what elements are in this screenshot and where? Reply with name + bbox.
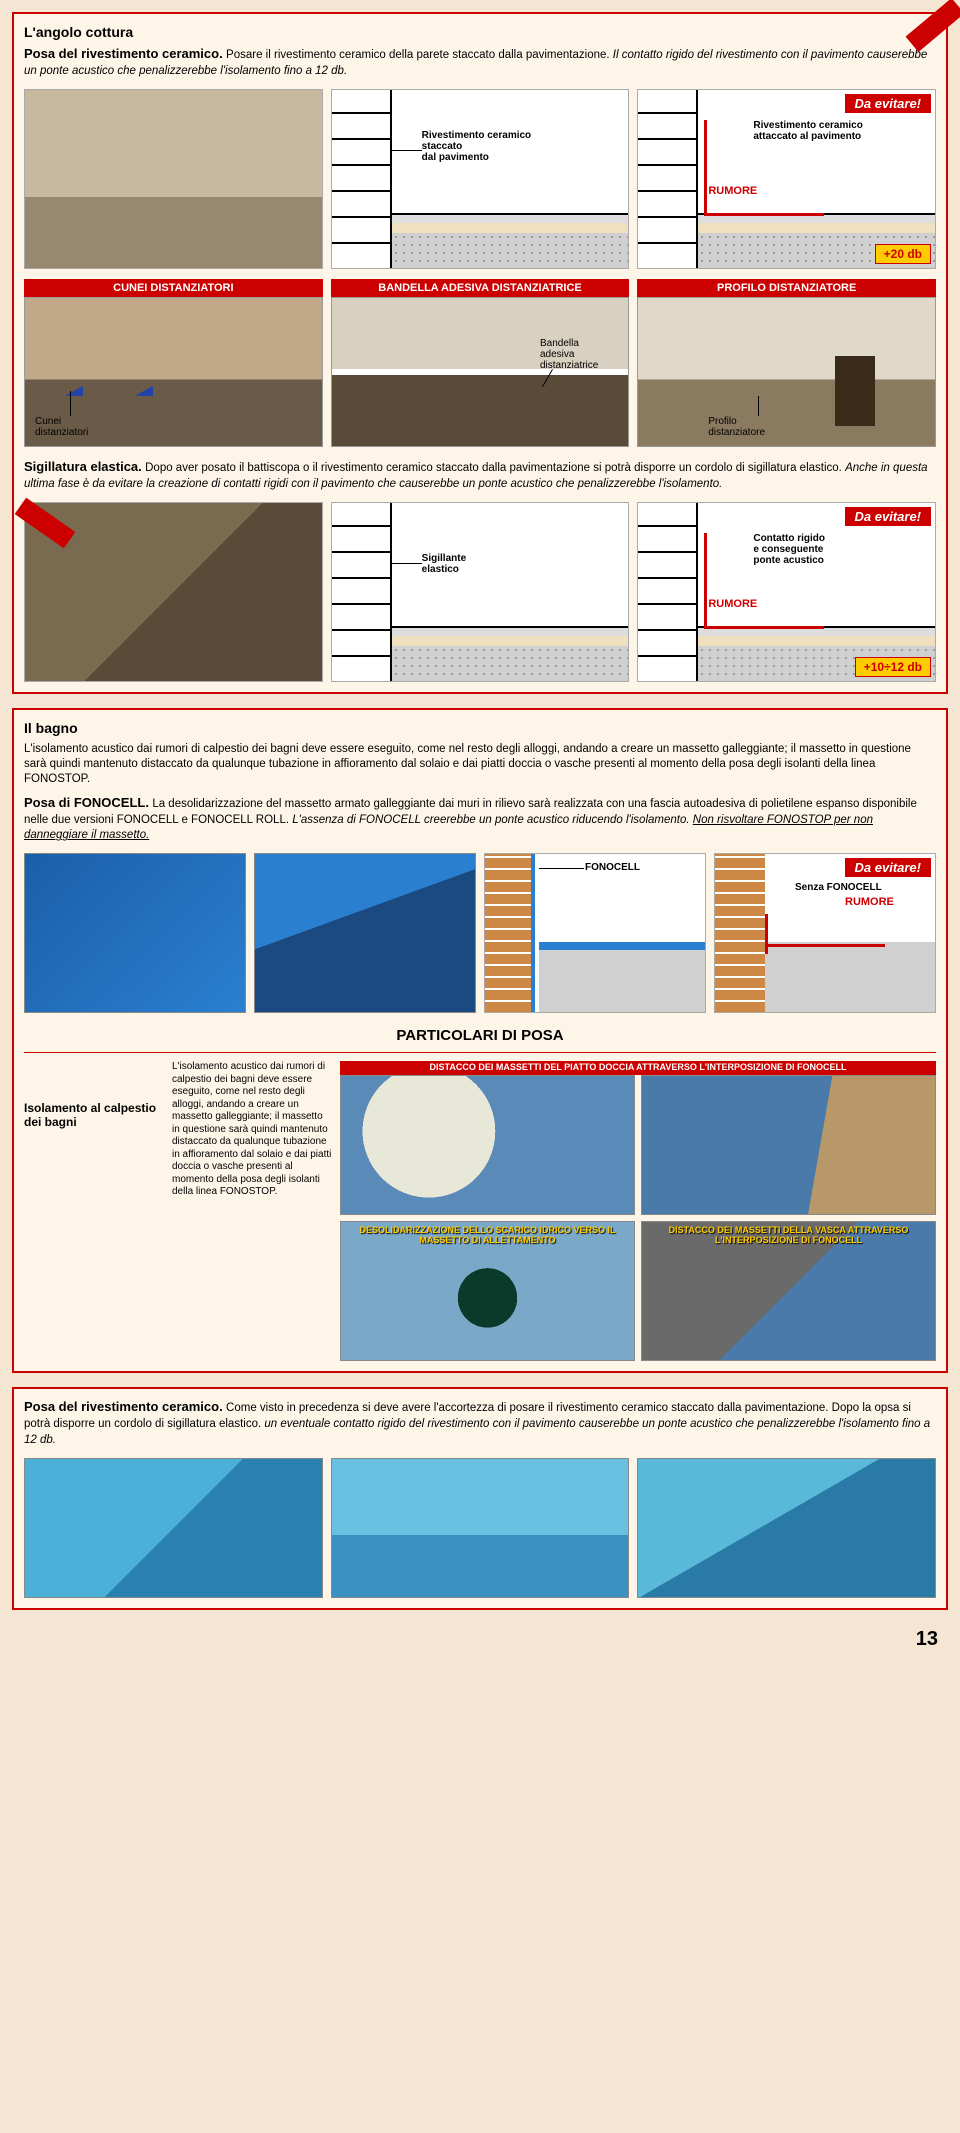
inst-photo: DISTACCO DEI MASSETTI DELLA VASCA ATTRAV… bbox=[641, 1221, 936, 1361]
callout-label: Rivestimento ceramico attaccato al pavim… bbox=[753, 120, 863, 142]
row-diagrams-1: Rivestimento ceramico staccato dal pavim… bbox=[24, 89, 936, 269]
rumore-label: RUMORE bbox=[708, 598, 757, 610]
particolari-grid: Isolamento al calpestio dei bagni L'isol… bbox=[24, 1052, 936, 1361]
callout-label: Sigillante elastico bbox=[422, 553, 466, 575]
avoid-banner: Da evitare! bbox=[845, 94, 931, 113]
sub-title: Sigillatura elastica. bbox=[24, 459, 142, 474]
particolari-title: PARTICOLARI DI POSA bbox=[24, 1027, 936, 1044]
rumore-label: RUMORE bbox=[845, 896, 894, 908]
diagram-correct-2: Sigillante elastico bbox=[331, 502, 630, 682]
inst-caption-yellow: DESOLIDARIZZAZIONE DELLO SCARICO IDRICO … bbox=[345, 1226, 630, 1246]
final-photo-2 bbox=[331, 1458, 630, 1598]
avoid-banner: Da evitare! bbox=[845, 858, 931, 877]
intro-text: L'isolamento acustico dai rumori di calp… bbox=[24, 742, 936, 787]
col-text: L'isolamento acustico dai rumori di calp… bbox=[172, 1061, 332, 1361]
body-text: Dopo aver posato il battiscopa o il rive… bbox=[145, 462, 845, 474]
body-text: Posare il rivestimento ceramico della pa… bbox=[226, 49, 613, 61]
final-photo-1 bbox=[24, 1458, 323, 1598]
inst-photo bbox=[340, 1075, 635, 1215]
inst-photo: DESOLIDARIZZAZIONE DELLO SCARICO IDRICO … bbox=[340, 1221, 635, 1361]
row-fonocell: FONOCELL Da evitare! Senza FONOCELL RUMO… bbox=[24, 853, 936, 1013]
pointer-label: Profilo distanziatore bbox=[708, 416, 765, 438]
final-photo-3 bbox=[637, 1458, 936, 1598]
pointer-label: Bandella adesiva distanziatrice bbox=[540, 338, 598, 371]
col-left-label: Isolamento al calpestio dei bagni bbox=[24, 1061, 164, 1361]
sub-title: Posa del rivestimento ceramico. bbox=[24, 46, 223, 61]
diagram-wrong-fonocell: Da evitare! Senza FONOCELL RUMORE bbox=[714, 853, 936, 1013]
pointer-label: Cunei distanziatori bbox=[35, 416, 88, 438]
body-italic: L'assenza di FONOCELL creerebbe un ponte… bbox=[292, 814, 693, 826]
inst-photo bbox=[641, 1075, 936, 1215]
diagram-wrong-2: Da evitare! Contatto rigido e conseguent… bbox=[637, 502, 936, 682]
red-header: BANDELLA ADESIVA DISTANZIATRICE bbox=[331, 279, 630, 297]
section-title: L'angolo cottura bbox=[24, 24, 936, 40]
col-cunei: CUNEI DISTANZIATORI Cunei distanziatori bbox=[24, 279, 323, 447]
page-number: 13 bbox=[12, 1624, 948, 1655]
inst-caption: DISTACCO DEI MASSETTI DEL PIATTO DOCCIA … bbox=[340, 1061, 936, 1075]
diagram-fonocell: FONOCELL bbox=[484, 853, 706, 1013]
intro-paragraph: Posa del rivestimento ceramico. Posare i… bbox=[24, 46, 936, 79]
fonocell-paragraph: Posa di FONOCELL. La desolidarizzazione … bbox=[24, 795, 936, 844]
callout-label: Rivestimento ceramico staccato dal pavim… bbox=[422, 130, 532, 163]
diagram-correct-1: Rivestimento ceramico staccato dal pavim… bbox=[331, 89, 630, 269]
col-bandella: BANDELLA ADESIVA DISTANZIATRICE Bandella… bbox=[331, 279, 630, 447]
section-angolo-cottura: L'angolo cottura Posa del rivestimento c… bbox=[12, 12, 948, 694]
col-profilo: PROFILO DISTANZIATORE Profilo distanziat… bbox=[637, 279, 936, 447]
avoid-banner: Da evitare! bbox=[845, 507, 931, 526]
photo-bandella: Bandella adesiva distanziatrice bbox=[331, 297, 630, 447]
callout-label: Contatto rigido e conseguente ponte acus… bbox=[753, 533, 825, 566]
row-diagrams-2: Sigillante elastico Da evitare! Contatto… bbox=[24, 502, 936, 682]
photo-profilo: Profilo distanziatore bbox=[637, 297, 936, 447]
db-badge: +20 db bbox=[875, 244, 931, 264]
inst-block-1: DISTACCO DEI MASSETTI DEL PIATTO DOCCIA … bbox=[340, 1061, 936, 1215]
inst-caption-yellow: DISTACCO DEI MASSETTI DELLA VASCA ATTRAV… bbox=[646, 1226, 931, 1246]
red-header: CUNEI DISTANZIATORI bbox=[24, 279, 323, 297]
red-header: PROFILO DISTANZIATORE bbox=[637, 279, 936, 297]
photo-fonocell-1 bbox=[24, 853, 246, 1013]
row-spacer-types: CUNEI DISTANZIATORI Cunei distanziatori … bbox=[24, 279, 936, 447]
callout-label: FONOCELL bbox=[585, 862, 640, 873]
col-images: DISTACCO DEI MASSETTI DEL PIATTO DOCCIA … bbox=[340, 1061, 936, 1361]
section-bagno: Il bagno L'isolamento acustico dai rumor… bbox=[12, 708, 948, 1374]
callout-label: Senza FONOCELL bbox=[795, 882, 882, 893]
photo-fonocell-2 bbox=[254, 853, 476, 1013]
sigillatura-paragraph: Sigillatura elastica. Dopo aver posato i… bbox=[24, 459, 936, 492]
sub-title: Posa di FONOCELL. bbox=[24, 795, 149, 810]
photo-sealant bbox=[24, 502, 323, 682]
photo-kitchen-corner bbox=[24, 89, 323, 269]
section-title: Il bagno bbox=[24, 720, 936, 736]
sub-title: Posa del rivestimento ceramico. bbox=[24, 1399, 223, 1414]
db-badge: +10÷12 db bbox=[855, 657, 931, 677]
row-final-photos bbox=[24, 1458, 936, 1598]
rumore-label: RUMORE bbox=[708, 185, 757, 197]
inst-block-2: DESOLIDARIZZAZIONE DELLO SCARICO IDRICO … bbox=[340, 1221, 936, 1361]
final-paragraph: Posa del rivestimento ceramico. Come vis… bbox=[24, 1399, 936, 1448]
section-final: Posa del rivestimento ceramico. Come vis… bbox=[12, 1387, 948, 1610]
diagram-wrong-1: Da evitare! Rivestimento ceramico attacc… bbox=[637, 89, 936, 269]
photo-cunei: Cunei distanziatori bbox=[24, 297, 323, 447]
